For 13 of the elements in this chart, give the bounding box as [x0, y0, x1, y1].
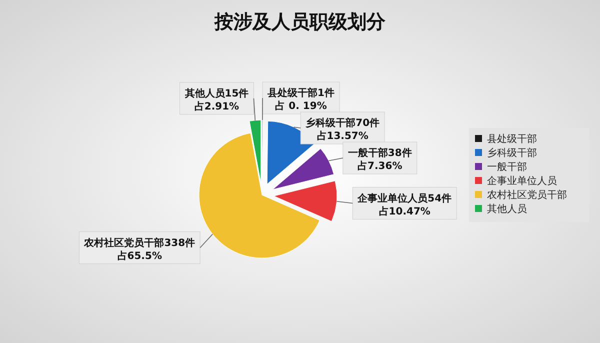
- legend-label: 其他人员: [487, 203, 527, 215]
- data-label: 乡科级干部70件占13.57%: [306, 117, 380, 142]
- data-label: 其他人员15件占2.91%: [184, 87, 249, 112]
- data-label: 一般干部38件占7.36%: [348, 147, 412, 172]
- legend-label: 一般干部: [487, 161, 527, 173]
- legend-label: 企事业单位人员: [487, 175, 557, 187]
- legend-label: 农村社区党员干部: [487, 189, 567, 201]
- data-label: 县处级干部1件占 0. 19%: [266, 87, 335, 112]
- legend-label: 县处级干部: [487, 133, 537, 145]
- chart-title: 按涉及人员职级划分: [214, 11, 386, 33]
- data-label: 农村社区党员干部338件占65.5%: [83, 236, 196, 262]
- legend-label: 乡科级干部: [487, 147, 537, 159]
- data-label: 企事业单位人员54件占10.47%: [356, 192, 452, 218]
